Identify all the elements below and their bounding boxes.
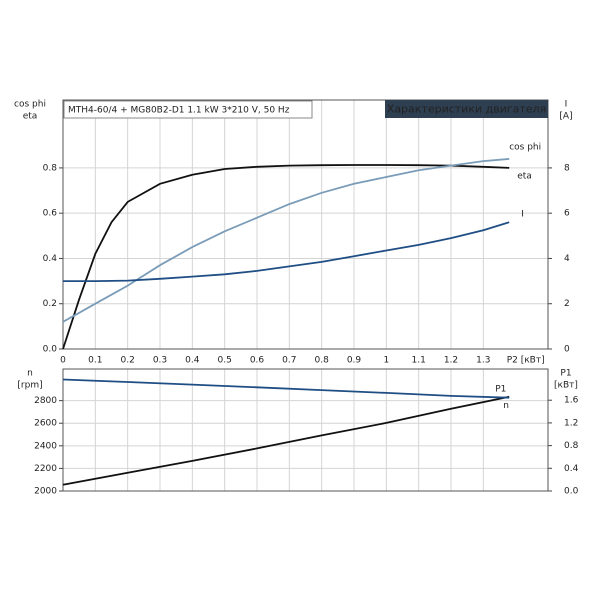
- series-line: [63, 221, 510, 282]
- series-label: n: [503, 401, 509, 411]
- y-axis-title: n: [27, 369, 33, 379]
- plot-frame: [62, 368, 549, 492]
- y-tick-label: 2800: [34, 396, 57, 406]
- y2-tick-label: 1.2: [564, 418, 578, 428]
- x-tick-label: 0: [60, 356, 66, 366]
- series-line: [62, 164, 510, 350]
- y2-tick-label: 0.8: [564, 441, 579, 451]
- y2-tick-label: 0.4: [564, 464, 579, 474]
- x-tick-label: 1.1: [412, 356, 426, 366]
- y2-axis-title: I: [565, 100, 568, 110]
- y2-tick-label: 1.6: [564, 396, 579, 406]
- x-tick-label: 1.2: [444, 356, 458, 366]
- x-tick-label: 0.5: [218, 356, 232, 366]
- y-tick-label: 0.4: [43, 254, 58, 264]
- series-label: P1: [495, 384, 506, 394]
- x-tick-label: 0.2: [121, 356, 135, 366]
- chart-title: MTH4-60/4 + MG80B2-D1 1.1 kW 3*210 V, 50…: [68, 106, 290, 116]
- y2-axis-title: P1: [560, 369, 571, 379]
- y-tick-label: 2600: [34, 419, 57, 429]
- x-tick-label: 0.4: [185, 356, 200, 366]
- series-label: eta: [517, 171, 532, 181]
- plot-frame: [62, 99, 549, 350]
- y2-axis-title: [A]: [559, 112, 572, 122]
- y2-tick-label: 8: [564, 163, 570, 173]
- chart-subtitle: Характеристики двигателя: [387, 103, 546, 116]
- x-tick-label: 0.6: [250, 356, 265, 366]
- x-tick-label: 0.8: [315, 356, 330, 366]
- y2-tick-label: 0.0: [564, 487, 579, 497]
- series-line: [62, 158, 510, 323]
- series-label: cos phi: [509, 142, 541, 152]
- y2-axis-title: [кВт]: [554, 381, 578, 391]
- y-axis-title: cos phi: [14, 100, 46, 110]
- x-tick-label: 0.3: [153, 356, 167, 366]
- y-tick-label: 0.2: [43, 299, 57, 309]
- y-tick-label: 2200: [34, 464, 57, 474]
- series-line: [62, 378, 510, 399]
- subtitle-box: [385, 100, 548, 118]
- series-label: I: [521, 210, 524, 220]
- x-tick-label: 1.3: [476, 356, 490, 366]
- y-tick-label: 2000: [34, 487, 57, 497]
- x-tick-label: 1: [383, 356, 389, 366]
- y2-tick-label: 4: [564, 254, 570, 264]
- title-box: [63, 100, 313, 119]
- y2-tick-label: 2: [564, 299, 570, 309]
- y-axis-title: [rpm]: [17, 381, 42, 391]
- x-tick-label: 0.9: [347, 356, 362, 366]
- y2-tick-label: 6: [564, 209, 570, 219]
- y2-tick-label: 0: [564, 345, 570, 355]
- x-tick-label: 0.7: [282, 356, 296, 366]
- y-axis-title: eta: [23, 112, 38, 122]
- x-tick-label: 0.1: [88, 356, 102, 366]
- y-tick-label: 2400: [34, 441, 57, 451]
- series-line: [62, 395, 510, 486]
- y-tick-label: 0.6: [43, 209, 58, 219]
- y-tick-label: 0.0: [43, 345, 58, 355]
- y-tick-label: 0.8: [43, 163, 58, 173]
- x-axis-title: P2 [кВт]: [507, 356, 545, 366]
